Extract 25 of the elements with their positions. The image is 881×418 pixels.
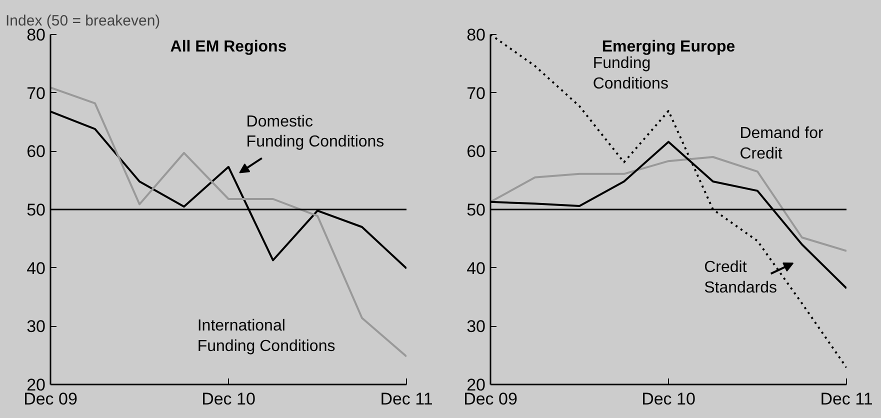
y-tick-label: 50 [466, 200, 486, 220]
chart-title: All EM Regions [170, 38, 287, 56]
x-tick-label: Dec 11 [380, 390, 433, 408]
y-tick-label: 60 [26, 142, 46, 162]
y-tick-label: 50 [26, 200, 46, 220]
x-tick-label: Dec 09 [24, 390, 78, 408]
y-tick-label: 30 [466, 317, 486, 336]
x-tick-label: Dec 10 [642, 390, 696, 408]
x-tick-label: Dec 09 [464, 390, 518, 408]
y-tick-label: 80 [466, 26, 486, 44]
series-label: Funding Conditions [592, 54, 668, 92]
y-tick-label: 70 [26, 84, 46, 103]
series-label: International Funding Conditions [197, 317, 336, 355]
y-tick-label: 70 [466, 84, 486, 103]
legend-label: Credit Standards [704, 259, 778, 296]
series-label: Demand for Credit [740, 124, 824, 162]
line-series [50, 86, 406, 358]
y-tick-label: 40 [466, 258, 486, 278]
series-label: Domestic Funding Conditions [246, 113, 384, 151]
y-tick-label: 40 [26, 258, 46, 278]
y-tick-label: 30 [26, 317, 46, 336]
chart-title: Emerging Europe [602, 38, 736, 56]
x-tick-label: Dec 10 [202, 390, 256, 408]
y-tick-label: 60 [466, 142, 486, 162]
x-tick-label: Dec 11 [820, 390, 873, 408]
